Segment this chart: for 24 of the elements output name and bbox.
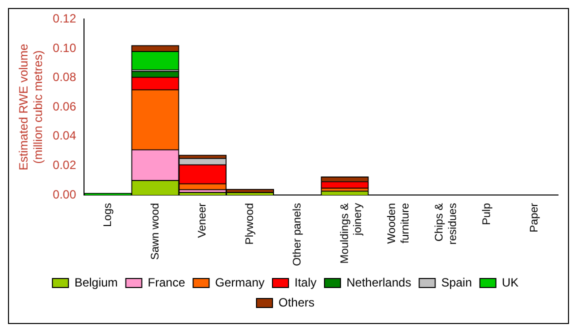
y-axis-title: Estimated RWE volume (million cubic metres) <box>16 44 45 170</box>
x-tick-label: Pulp <box>480 203 493 226</box>
legend-label: Belgium <box>74 275 118 290</box>
x-tick-label: Logs <box>102 202 114 227</box>
y-tick-label: 0.10 <box>52 40 76 55</box>
y-tick-label: 0.00 <box>52 187 76 202</box>
y-tick-label: 0.02 <box>52 158 76 172</box>
legend-label: UK <box>502 275 519 290</box>
x-tick-label: Sawn wood <box>149 203 162 260</box>
legend-label: France <box>148 275 186 290</box>
x-tick-label: Veneer <box>196 202 209 238</box>
legend-label: Netherlands <box>346 275 412 290</box>
y-tick-label: 0.08 <box>52 70 76 84</box>
x-tick-label: Paper <box>528 202 540 232</box>
y-tick-label: 0.12 <box>52 12 76 26</box>
legend-label: Italy <box>294 275 317 290</box>
legend-label: Others <box>278 295 315 310</box>
y-tick-label: 0.06 <box>52 99 76 114</box>
y-tick-label: 0.04 <box>52 128 76 143</box>
legend-label: Germany <box>215 275 264 290</box>
legend-label: Spain <box>441 275 472 290</box>
x-tick-label: Plywood <box>244 203 256 245</box>
x-tick-label: Mouldings & joinery <box>338 202 364 264</box>
x-tick-label: Other panels <box>291 202 304 266</box>
